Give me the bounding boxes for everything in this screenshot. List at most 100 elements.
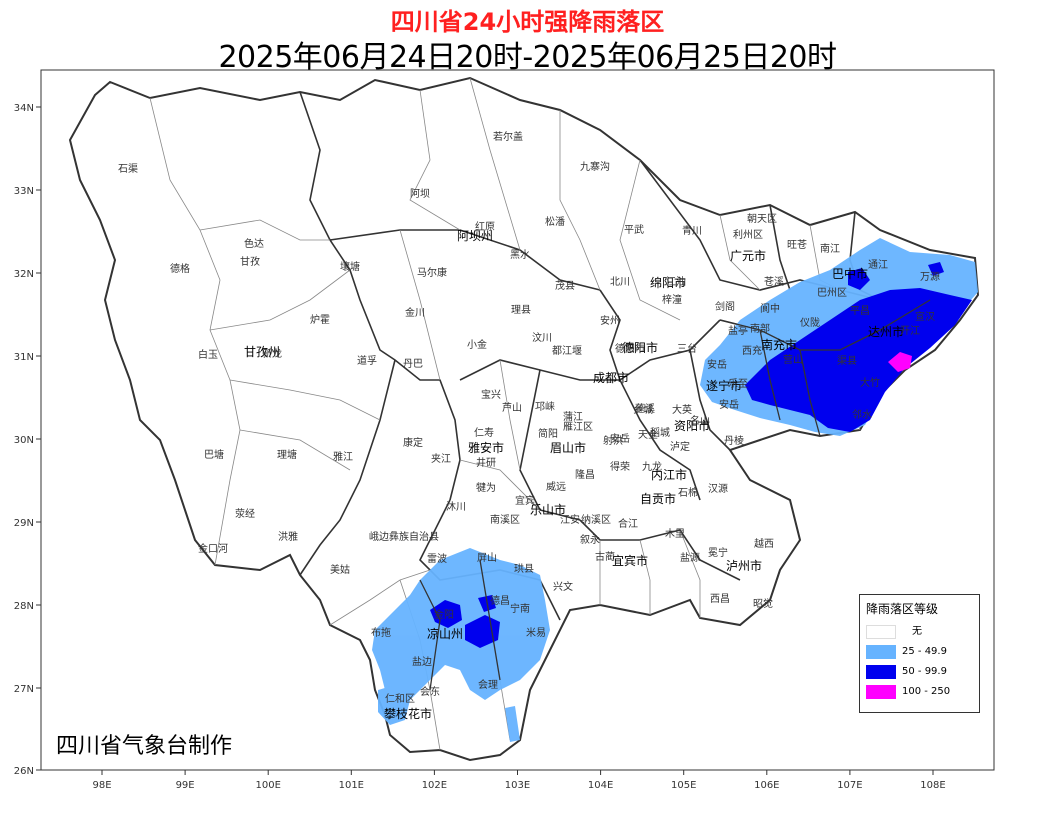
county-label: 盐亭	[728, 324, 748, 337]
county-label: 茂县	[555, 279, 575, 292]
county-label: 会东	[420, 685, 440, 698]
lon-tick-label: 106E	[754, 780, 779, 791]
county-label: 黑水	[510, 249, 530, 261]
county-label: 南江	[820, 242, 840, 255]
lat-tick-label: 32N	[14, 269, 34, 280]
county-label: 利州区	[733, 229, 763, 241]
legend: 降雨落区等级 无 25 - 49.9 50 - 99.9 100 - 250	[859, 594, 980, 713]
county-label: 屏山	[477, 552, 497, 564]
legend-title: 降雨落区等级	[866, 602, 939, 616]
county-label: 金口河	[198, 542, 228, 555]
prefecture-label: 眉山市	[550, 440, 586, 455]
county-label: 冕宁	[708, 546, 728, 559]
lat-tick-label: 29N	[14, 518, 34, 529]
lat-tick-label: 33N	[14, 186, 34, 197]
county-label: 九寨沟	[580, 160, 610, 173]
county-label: 大英	[672, 403, 692, 416]
county-label: 江安	[560, 513, 580, 526]
prefecture-label: 遂宁市	[706, 378, 742, 393]
prefecture-label: 德阳市	[622, 340, 658, 355]
county-label: 松潘	[545, 215, 565, 228]
county-label: 平武	[624, 223, 644, 236]
rain-area-south-strip	[505, 706, 520, 742]
county-label: 沐川	[446, 500, 466, 513]
prefecture-label: 雅安市	[468, 440, 504, 455]
county-label: 营山	[783, 353, 803, 366]
county-label: 苍溪	[764, 275, 784, 288]
county-label: 汶川	[532, 331, 552, 344]
county-label: 开江	[900, 325, 920, 337]
county-label: 壤塘	[340, 260, 360, 273]
county-label: 德格	[170, 262, 190, 275]
county-label: 渠县	[837, 355, 857, 367]
county-label: 阿坝	[410, 188, 430, 200]
county-label: 若尔盖	[493, 130, 523, 143]
county-label: 德阳市	[615, 342, 645, 355]
county-label: 通江	[868, 259, 888, 271]
legend-label-none: 无	[912, 626, 922, 637]
rain-area-wanyuan-spot	[928, 262, 944, 276]
county-label: 珙县	[514, 563, 534, 575]
county-label: 雅江	[333, 450, 353, 463]
county-label: 西昌	[710, 593, 730, 605]
county-label: 炉霍	[310, 314, 330, 326]
county-label: 乡城	[633, 404, 653, 416]
legend-swatch-25-49	[866, 645, 896, 659]
county-label: 洪雅	[278, 530, 298, 543]
lon-axis: 98E 99E 100E 101E 102E 103E 104E 105E 106E 107E 10…	[92, 770, 946, 791]
county-label: 宝兴	[481, 388, 501, 401]
prefecture-label: 自贡市	[640, 491, 676, 506]
county-label: 得荣	[610, 461, 630, 473]
county-label: 巴塘	[204, 448, 224, 461]
county-label: 梓潼	[662, 293, 682, 306]
rain-100-250-areas	[888, 352, 912, 372]
county-label: 合江	[618, 517, 638, 530]
county-label: 青川	[682, 224, 702, 237]
county-label: 犍为	[476, 482, 496, 494]
credit-text: 四川省气象台制作	[56, 734, 233, 759]
prefecture-label: 攀枝花市	[384, 706, 432, 721]
lat-tick-label: 30N	[14, 435, 34, 446]
county-label: 乐至	[728, 378, 748, 390]
county-label: 布拖	[371, 626, 391, 639]
county-label: 盐边	[412, 655, 432, 668]
county-label: 叙永	[580, 533, 600, 546]
rain-area-bazhong-spot	[848, 268, 870, 290]
county-label: 威远	[546, 480, 566, 493]
county-label: 德昌	[490, 594, 510, 607]
county-label: 雷波	[427, 552, 447, 565]
county-label: 南溪区	[490, 513, 520, 526]
lat-tick-label: 27N	[14, 684, 34, 695]
lat-tick-label: 28N	[14, 601, 34, 612]
county-label: 汉源	[708, 482, 728, 495]
county-label: 石棉	[678, 486, 698, 499]
rain-area-northeast-heavy	[745, 288, 972, 432]
county-label: 理县	[511, 304, 531, 316]
county-label: 安州	[600, 314, 620, 327]
county-label: 旺苍	[787, 238, 807, 251]
county-label: 安岳	[707, 358, 727, 371]
legend-label-25-49: 25 - 49.9	[902, 646, 947, 657]
county-label: 井研	[476, 456, 496, 469]
prefecture-label: 甘孜州	[244, 345, 280, 359]
county-label: 金川	[405, 306, 425, 319]
county-label: 安岳	[610, 432, 630, 445]
rain-area-southwest-light	[372, 548, 550, 705]
lat-tick-label: 26N	[14, 766, 34, 777]
lon-tick-label: 101E	[339, 780, 364, 791]
county-label: 邻水	[852, 408, 872, 421]
prefecture-label: 宜宾市	[612, 553, 648, 568]
county-label: 新龙	[262, 347, 282, 360]
county-label: 邛崃	[535, 401, 555, 413]
lon-tick-label: 99E	[176, 780, 195, 791]
lon-tick-label: 103E	[505, 780, 530, 791]
map-title: 四川省24小时强降雨落区	[390, 8, 665, 36]
legend-swatch-50-99	[866, 665, 896, 679]
county-label: 红原	[475, 220, 495, 233]
county-label: 甘孜	[240, 255, 260, 268]
county-label: 白玉	[198, 348, 218, 361]
county-boundaries	[149, 77, 861, 751]
county-label: 丹棱	[724, 434, 744, 447]
lon-tick-label: 107E	[837, 780, 862, 791]
